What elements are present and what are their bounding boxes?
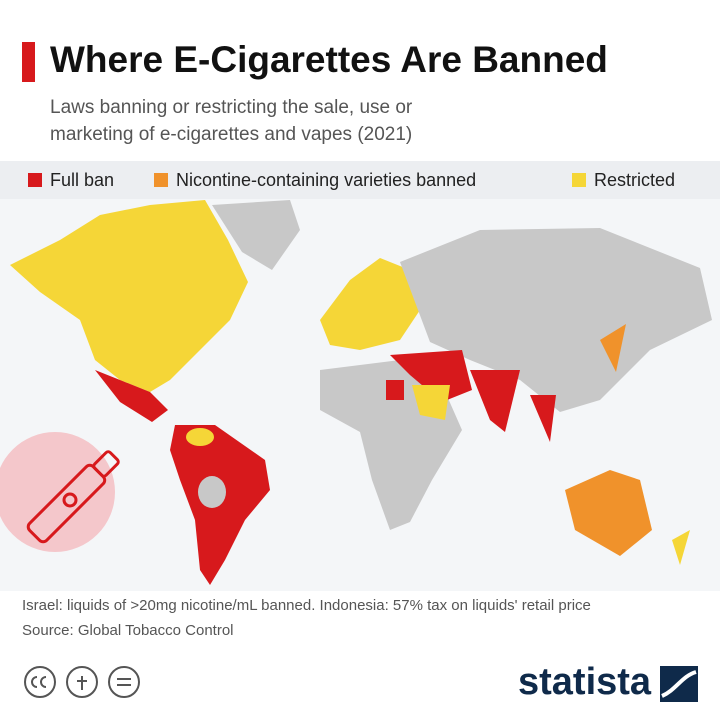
legend-swatch bbox=[154, 173, 168, 187]
japan bbox=[600, 324, 626, 372]
region bbox=[186, 428, 214, 446]
by-icon bbox=[66, 666, 98, 698]
vape-icon bbox=[26, 450, 120, 544]
mexico-central-america bbox=[95, 370, 168, 422]
title-accent bbox=[22, 42, 35, 82]
cc-glyph bbox=[31, 676, 47, 688]
region bbox=[412, 385, 450, 420]
by-glyph bbox=[77, 676, 87, 690]
brand-mark-wave bbox=[661, 670, 697, 698]
world-map bbox=[0, 199, 720, 591]
brand-logo: statista bbox=[518, 661, 652, 703]
legend-swatch bbox=[572, 173, 586, 187]
south-asia bbox=[470, 370, 520, 432]
north-america bbox=[10, 200, 248, 392]
icon-circle bbox=[0, 432, 115, 552]
region bbox=[386, 380, 404, 400]
subtitle-line: marketing of e-cigarettes and vapes (202… bbox=[50, 124, 412, 145]
nd-icon bbox=[108, 666, 140, 698]
region bbox=[198, 476, 226, 508]
new-zealand bbox=[672, 530, 690, 565]
europe bbox=[320, 258, 420, 350]
asia bbox=[400, 228, 712, 412]
legend-label: Restricted bbox=[594, 170, 675, 190]
legend-swatch bbox=[28, 173, 42, 187]
license-icons bbox=[24, 666, 140, 698]
subtitle-line: Laws banning or restricting the sale, us… bbox=[50, 97, 413, 118]
greenland bbox=[212, 200, 300, 270]
title: Where E-Cigarettes Are Banned bbox=[50, 39, 608, 80]
nd-glyph bbox=[117, 678, 131, 686]
middle-east bbox=[390, 350, 472, 402]
legend-band bbox=[0, 161, 720, 199]
source: Source: Global Tobacco Control bbox=[22, 622, 234, 639]
australia bbox=[565, 470, 652, 556]
footnote: Israel: liquids of >20mg nicotine/mL ban… bbox=[22, 597, 591, 614]
legend-label: Nicontine-containing varieties banned bbox=[176, 170, 476, 190]
southeast-asia bbox=[530, 395, 556, 442]
cc-icon bbox=[24, 666, 56, 698]
legend-label: Full ban bbox=[50, 170, 114, 190]
